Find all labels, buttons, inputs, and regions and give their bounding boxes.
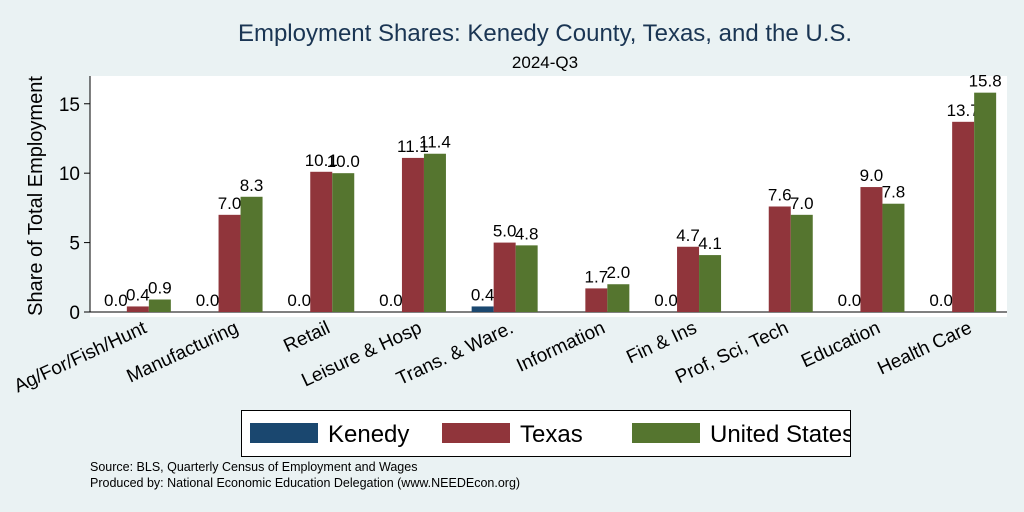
data-label: 7.0 xyxy=(790,194,814,213)
bar-united-states xyxy=(423,153,446,312)
legend-items: Kenedy Texas United States xyxy=(250,421,854,448)
data-label: 10.0 xyxy=(327,152,360,171)
x-tick-label: Health Care xyxy=(874,317,975,379)
chart-subtitle: 2024-Q3 xyxy=(512,53,578,72)
bar-texas xyxy=(310,171,333,312)
bar-texas xyxy=(952,121,975,312)
x-tick-label: Education xyxy=(798,317,883,372)
legend: Kenedy Texas United States xyxy=(241,410,854,457)
bar-texas xyxy=(218,214,241,312)
bar-united-states xyxy=(607,284,630,312)
bar-united-states xyxy=(515,245,538,312)
data-label: 0.0 xyxy=(104,291,128,310)
legend-label: Texas xyxy=(520,421,583,448)
source-note: Source: BLS, Quarterly Census of Employm… xyxy=(90,460,418,474)
y-axis-label: Share of Total Employment xyxy=(25,76,47,316)
bar-texas xyxy=(585,288,608,312)
bar-united-states xyxy=(882,203,905,312)
data-label: 0.0 xyxy=(838,291,862,310)
bar-texas xyxy=(126,306,149,312)
bar-united-states xyxy=(790,214,813,312)
data-label: 5.0 xyxy=(493,222,517,241)
data-label: 7.0 xyxy=(218,194,242,213)
data-label: 1.7 xyxy=(585,267,609,286)
bar-united-states xyxy=(974,92,997,313)
bar-texas xyxy=(493,242,516,312)
legend-label: Kenedy xyxy=(328,421,409,448)
produced-note: Produced by: National Economic Education… xyxy=(90,476,521,490)
bar-texas xyxy=(677,246,700,312)
bar-texas xyxy=(768,206,791,312)
data-label: 15.8 xyxy=(969,72,1002,91)
data-label: 4.1 xyxy=(698,234,722,253)
bar-united-states xyxy=(332,173,355,312)
data-label: 0.4 xyxy=(471,285,495,304)
legend-swatch-united-states xyxy=(632,423,700,443)
data-label: 7.6 xyxy=(768,185,792,204)
bar-texas xyxy=(401,157,424,312)
legend-label: United States xyxy=(710,421,850,448)
data-label: 0.4 xyxy=(126,285,150,304)
data-label: 11.4 xyxy=(419,133,451,152)
data-label: 8.3 xyxy=(240,176,264,195)
bar-kenedy xyxy=(471,306,494,312)
data-label: 0.0 xyxy=(196,291,220,310)
y-tick-label: 15 xyxy=(59,95,80,116)
data-label: 0.9 xyxy=(148,279,172,298)
data-label: 0.0 xyxy=(287,291,311,310)
data-label: 10.1 xyxy=(305,151,338,170)
data-label: 4.7 xyxy=(676,226,700,245)
bar-texas xyxy=(860,187,883,312)
data-label: 0.0 xyxy=(379,291,403,310)
data-label: 0.0 xyxy=(929,291,953,310)
x-tick-label: Information xyxy=(513,317,608,376)
data-label: 13.7 xyxy=(947,101,980,120)
y-tick-label: 0 xyxy=(69,303,80,324)
legend-swatch-kenedy xyxy=(250,423,318,443)
data-label: 0.0 xyxy=(654,291,678,310)
y-tick-label: 10 xyxy=(59,164,80,185)
x-tick-label: Retail xyxy=(280,317,333,357)
bar-united-states xyxy=(148,299,171,312)
bar-united-states xyxy=(240,196,263,312)
data-label: 7.8 xyxy=(882,183,906,202)
legend-swatch-texas xyxy=(442,423,510,443)
data-label: 9.0 xyxy=(860,166,884,185)
data-label: 4.8 xyxy=(515,224,539,243)
data-label: 2.0 xyxy=(607,263,631,282)
chart-title: Employment Shares: Kenedy County, Texas,… xyxy=(238,20,852,47)
data-label: 11.1 xyxy=(397,137,429,156)
x-tick-label: Ag/For/Fish/Hunt xyxy=(11,317,151,397)
y-tick-label: 5 xyxy=(69,234,80,255)
bar-united-states xyxy=(699,255,722,312)
